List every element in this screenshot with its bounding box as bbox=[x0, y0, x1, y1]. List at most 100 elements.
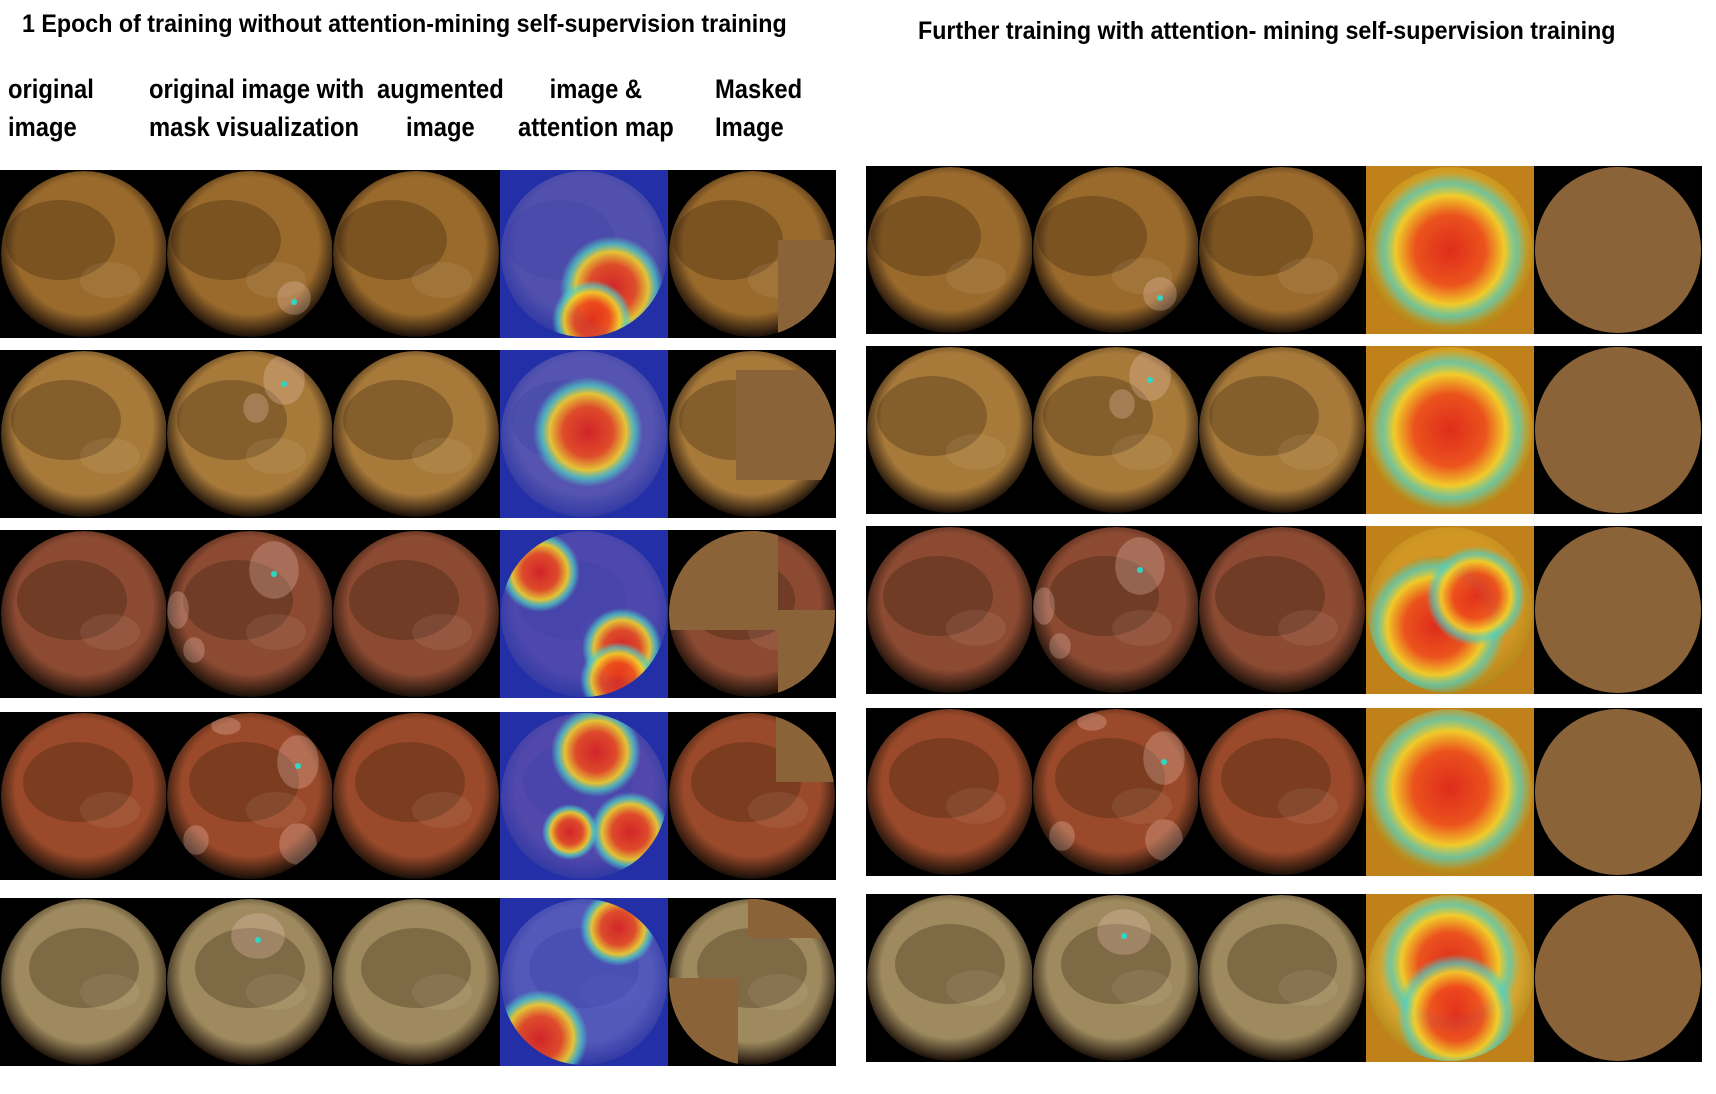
tile-graphic bbox=[167, 171, 333, 337]
tile-graphic bbox=[1199, 709, 1365, 875]
column-header-masked-image: Masked Image bbox=[715, 74, 803, 142]
tile-graphic bbox=[1199, 895, 1365, 1061]
tile-graphic bbox=[1535, 527, 1701, 693]
tile-graphic bbox=[867, 709, 1033, 875]
image-tile-mask-visualization bbox=[166, 712, 334, 880]
image-tile-mask-visualization bbox=[1032, 166, 1200, 334]
image-tile-mask-visualization bbox=[1032, 708, 1200, 876]
tile-graphic bbox=[167, 713, 333, 879]
image-tile-attention-map bbox=[1366, 346, 1534, 514]
image-tile-augmented-image bbox=[332, 170, 500, 338]
image-tile-attention-map bbox=[500, 530, 668, 698]
tile-graphic bbox=[669, 351, 835, 517]
tile-graphic bbox=[500, 170, 668, 338]
image-tile-masked-image bbox=[1534, 894, 1702, 1062]
image-tile-augmented-image bbox=[332, 530, 500, 698]
image-tile-masked-image bbox=[1534, 166, 1702, 334]
column-header-augmented-image: augmented image bbox=[377, 74, 504, 142]
image-tile-mask-visualization bbox=[166, 350, 334, 518]
tile-graphic bbox=[1199, 347, 1365, 513]
tile-graphic bbox=[669, 531, 835, 697]
image-tile-masked-image bbox=[1534, 346, 1702, 514]
tile-graphic bbox=[333, 171, 499, 337]
tile-graphic bbox=[1033, 527, 1199, 693]
tile-graphic bbox=[669, 171, 835, 337]
image-tile-mask-visualization bbox=[166, 898, 334, 1066]
image-tile-original-image bbox=[0, 898, 168, 1066]
image-tile-augmented-image bbox=[1198, 894, 1366, 1062]
image-tile-original-image bbox=[866, 708, 1034, 876]
image-tile-masked-image bbox=[668, 712, 836, 880]
image-tile-augmented-image bbox=[1198, 346, 1366, 514]
tile-graphic bbox=[1, 351, 167, 517]
image-tile-augmented-image bbox=[332, 898, 500, 1066]
tile-graphic bbox=[500, 350, 668, 518]
image-tile-augmented-image bbox=[1198, 526, 1366, 694]
image-tile-attention-map bbox=[500, 350, 668, 518]
tile-graphic bbox=[1, 899, 167, 1065]
tile-graphic bbox=[867, 347, 1033, 513]
tile-graphic bbox=[333, 713, 499, 879]
image-tile-masked-image bbox=[668, 530, 836, 698]
image-tile-attention-map bbox=[1366, 166, 1534, 334]
image-tile-original-image bbox=[0, 530, 168, 698]
image-tile-mask-visualization bbox=[166, 170, 334, 338]
right-panel-title: Further training with attention- mining … bbox=[918, 17, 1616, 45]
image-tile-mask-visualization bbox=[1032, 346, 1200, 514]
image-tile-masked-image bbox=[668, 350, 836, 518]
image-tile-augmented-image bbox=[332, 350, 500, 518]
image-tile-attention-map bbox=[1366, 894, 1534, 1062]
tile-graphic bbox=[167, 899, 333, 1065]
image-tile-augmented-image bbox=[332, 712, 500, 880]
tile-graphic bbox=[867, 527, 1033, 693]
tile-graphic bbox=[1535, 347, 1701, 513]
column-header-mask-visualization: original image with mask visualization bbox=[149, 74, 365, 142]
image-tile-original-image bbox=[866, 166, 1034, 334]
tile-graphic bbox=[1, 531, 167, 697]
image-tile-original-image bbox=[866, 346, 1034, 514]
tile-graphic bbox=[1033, 895, 1199, 1061]
image-tile-attention-map bbox=[500, 898, 668, 1066]
tile-graphic bbox=[669, 899, 835, 1065]
tile-graphic bbox=[333, 531, 499, 697]
image-tile-original-image bbox=[0, 712, 168, 880]
tile-graphic bbox=[1199, 167, 1365, 333]
image-tile-original-image bbox=[866, 894, 1034, 1062]
image-tile-masked-image bbox=[1534, 526, 1702, 694]
tile-graphic bbox=[1033, 347, 1199, 513]
image-tile-augmented-image bbox=[1198, 166, 1366, 334]
image-tile-original-image bbox=[0, 170, 168, 338]
tile-graphic bbox=[1366, 166, 1534, 334]
image-tile-original-image bbox=[0, 350, 168, 518]
image-tile-augmented-image bbox=[1198, 708, 1366, 876]
tile-graphic bbox=[500, 530, 668, 698]
tile-graphic bbox=[1, 171, 167, 337]
tile-graphic bbox=[867, 167, 1033, 333]
tile-graphic bbox=[1535, 167, 1701, 333]
tile-graphic bbox=[167, 531, 333, 697]
tile-graphic bbox=[1535, 895, 1701, 1061]
column-header-attention-map: image & attention map bbox=[518, 74, 674, 142]
tile-graphic bbox=[500, 898, 668, 1066]
tile-graphic bbox=[1366, 526, 1534, 694]
tile-graphic bbox=[1366, 894, 1534, 1062]
tile-graphic bbox=[669, 713, 835, 879]
image-tile-attention-map bbox=[1366, 526, 1534, 694]
tile-graphic bbox=[1, 713, 167, 879]
left-panel-title: 1 Epoch of training without attention-mi… bbox=[22, 10, 787, 38]
tile-graphic bbox=[1199, 527, 1365, 693]
tile-graphic bbox=[333, 899, 499, 1065]
image-tile-mask-visualization bbox=[166, 530, 334, 698]
image-tile-mask-visualization bbox=[1032, 894, 1200, 1062]
image-tile-masked-image bbox=[668, 170, 836, 338]
tile-graphic bbox=[500, 712, 668, 880]
tile-graphic bbox=[1366, 346, 1534, 514]
image-tile-mask-visualization bbox=[1032, 526, 1200, 694]
image-tile-attention-map bbox=[1366, 708, 1534, 876]
tile-graphic bbox=[1033, 709, 1199, 875]
image-tile-attention-map bbox=[500, 712, 668, 880]
image-tile-masked-image bbox=[668, 898, 836, 1066]
image-tile-original-image bbox=[866, 526, 1034, 694]
image-tile-attention-map bbox=[500, 170, 668, 338]
